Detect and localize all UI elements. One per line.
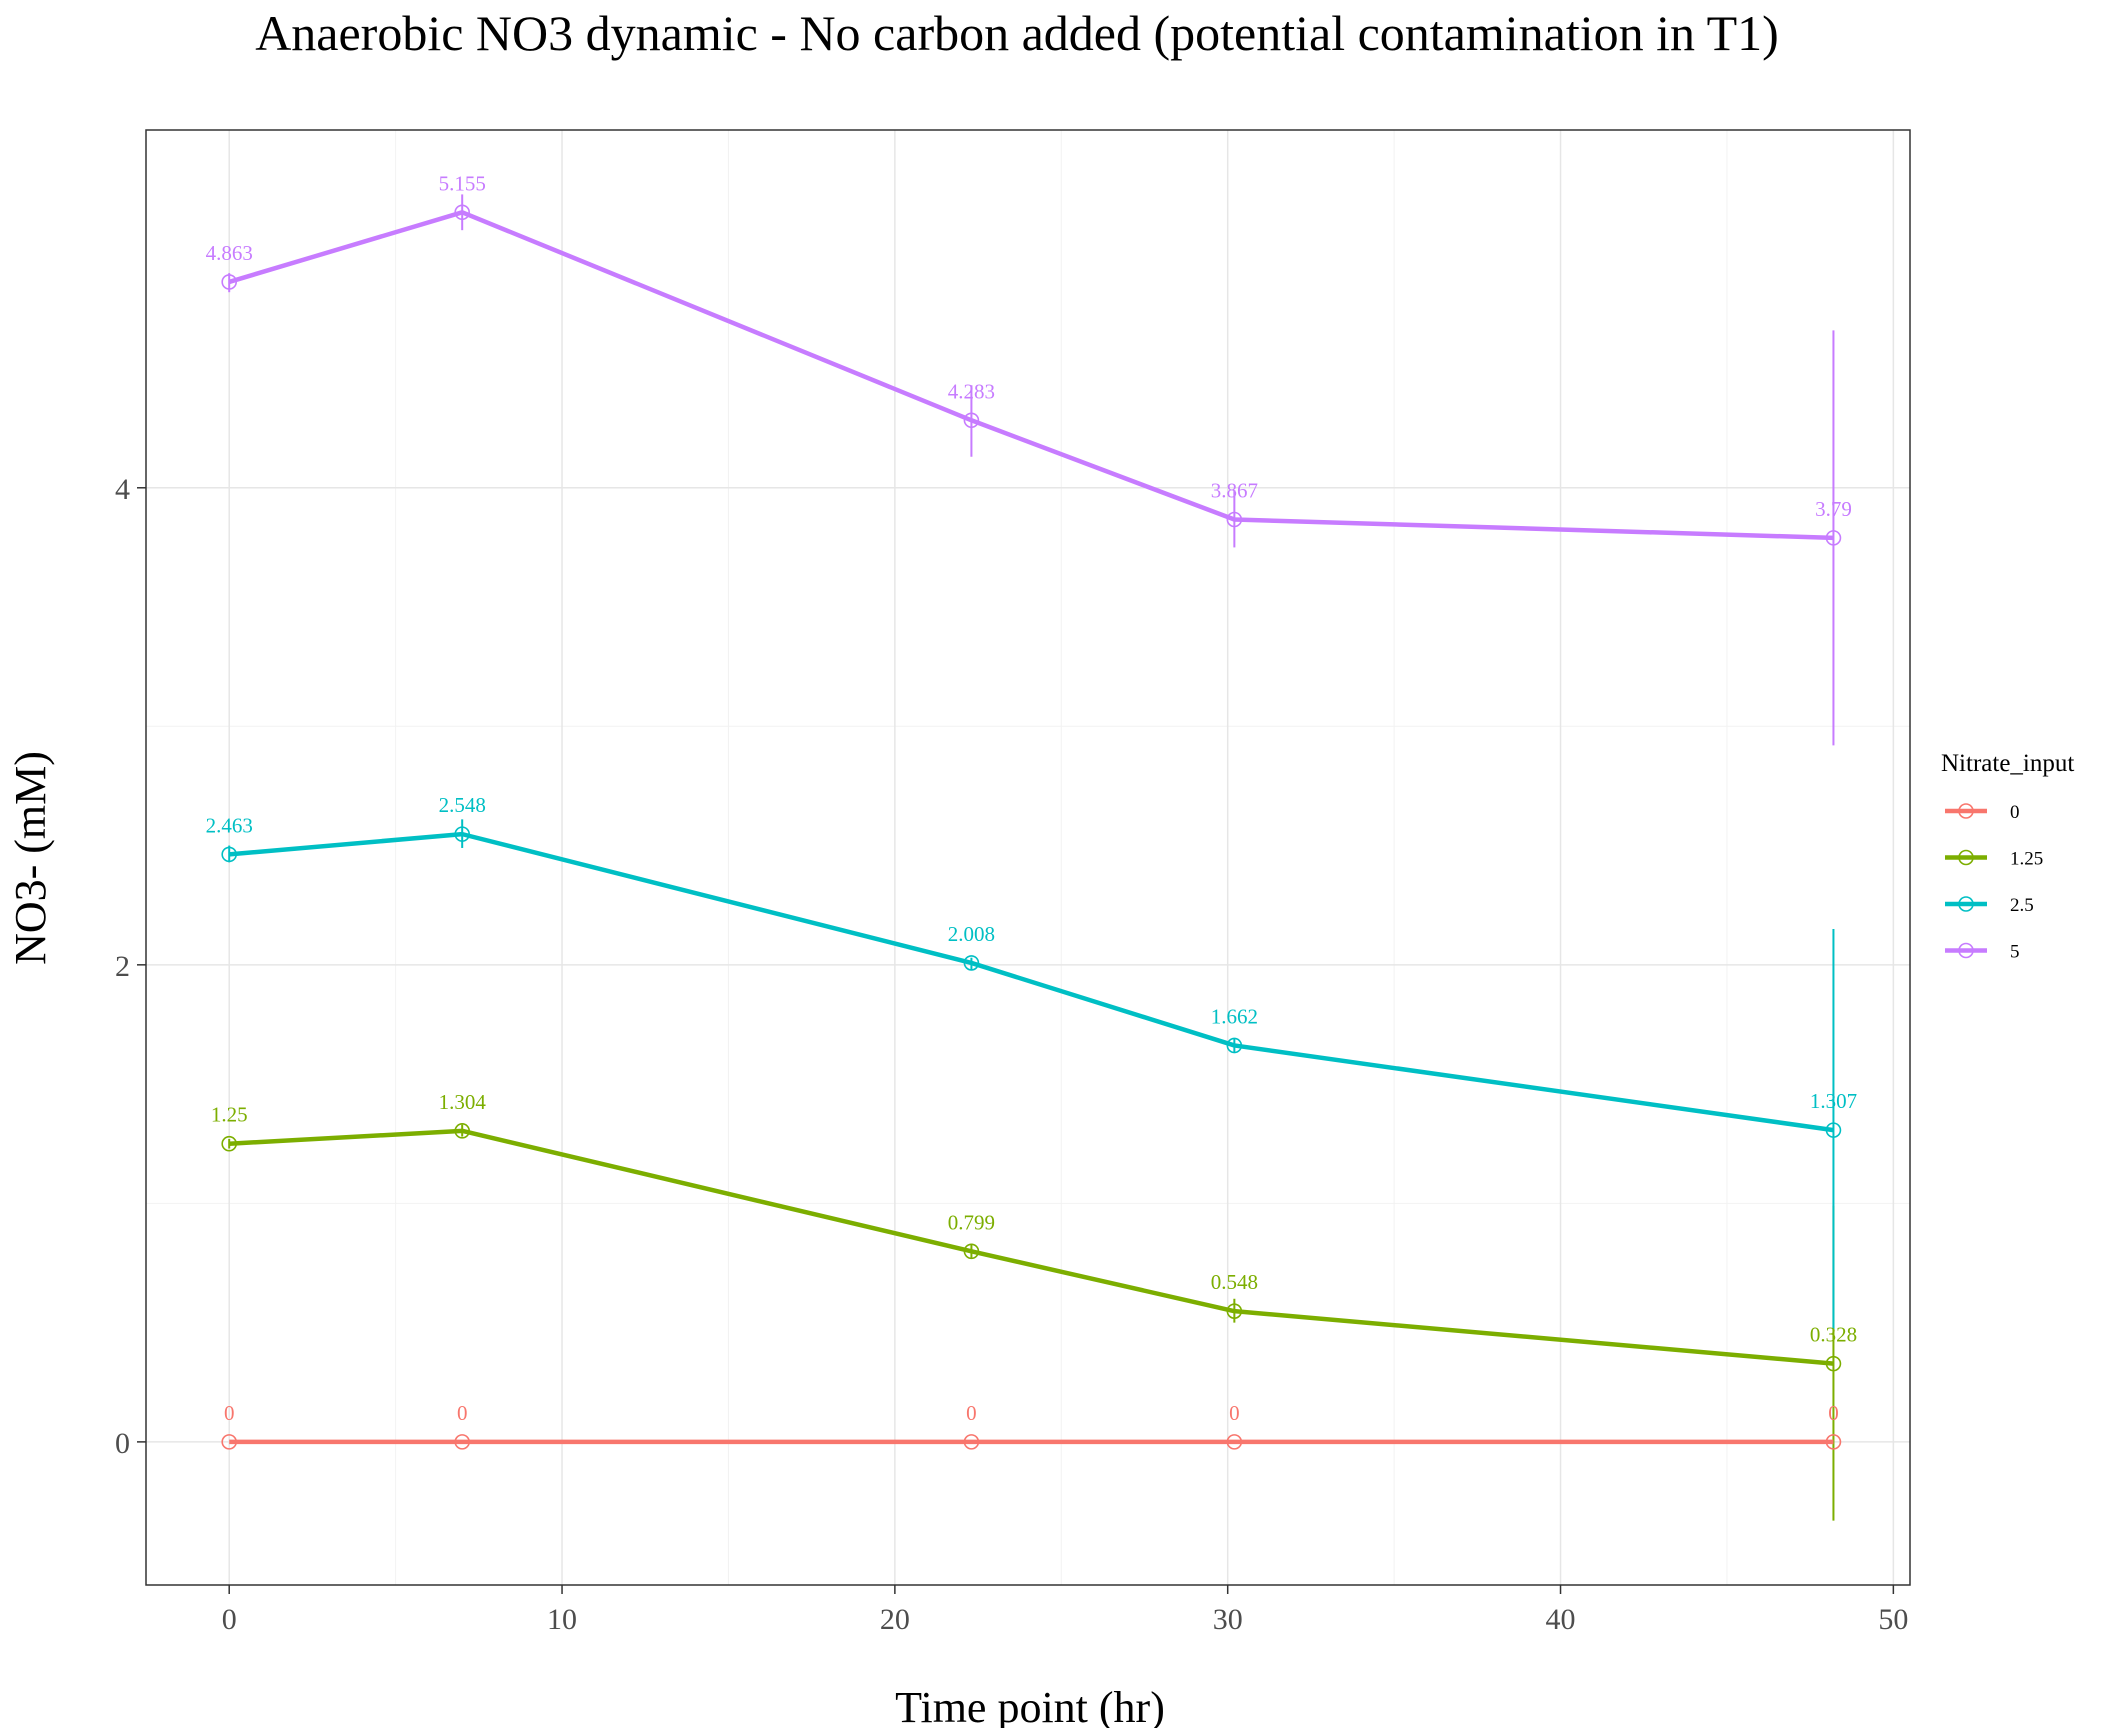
x-tick-label: 10 (547, 1603, 577, 1636)
data-label: 4.863 (206, 241, 253, 265)
data-label: 0.548 (1211, 1270, 1258, 1294)
data-point (1825, 530, 1842, 546)
data-label: 2.008 (948, 922, 995, 946)
data-point (963, 412, 980, 429)
data-label: 1.304 (439, 1090, 487, 1114)
y-tick-label: 0 (115, 1427, 130, 1460)
x-tick-label: 0 (222, 1603, 237, 1636)
data-label: 1.25 (211, 1103, 248, 1127)
x-tick-label: 50 (1878, 1603, 1908, 1636)
plot-border (145, 129, 1911, 1586)
legend-key-point (1958, 849, 1974, 866)
legend-label: 0 (2010, 802, 2020, 823)
data-label: 1.307 (1810, 1089, 1857, 1113)
legend-item: 2.5 (1945, 895, 2034, 916)
x-tick-label: 30 (1213, 1603, 1243, 1636)
data-point (454, 1434, 470, 1450)
y-axis-ticks: 0 2 4 (115, 473, 146, 1460)
data-label: 2.463 (206, 813, 253, 837)
data-label: 0 (457, 1401, 468, 1425)
data-label: 2.548 (439, 793, 486, 817)
legend-item: 0 (1945, 802, 2020, 823)
data-label: 3.867 (1211, 479, 1258, 503)
data-point (454, 826, 470, 842)
data-label: 0 (224, 1401, 235, 1425)
data-point (221, 274, 238, 290)
legend-item: 1.25 (1945, 849, 2043, 870)
x-tick-label: 40 (1546, 1603, 1576, 1636)
data-label: 0 (966, 1401, 977, 1425)
legend-title: Nitrate_input (1941, 750, 2074, 777)
legend: Nitrate_input 0 1.25 2.5 5 (1941, 750, 2074, 963)
data-point (1825, 1122, 1842, 1138)
y-tick-label: 4 (115, 473, 130, 506)
legend-label: 1.25 (2010, 849, 2043, 870)
data-point (454, 1123, 470, 1139)
data-point (1825, 1434, 1842, 1450)
legend-item: 5 (1945, 942, 2020, 963)
data-label: 5.155 (439, 171, 486, 195)
data-point (454, 204, 470, 221)
legend-label: 2.5 (2010, 895, 2034, 916)
series-line-1.25 (229, 1128, 1834, 1366)
data-point (1825, 1355, 1842, 1372)
y-tick-label: 2 (115, 950, 130, 983)
data-label: 3.79 (1815, 497, 1852, 521)
y-axis-title: NO3- (mM) (6, 751, 55, 965)
x-axis-title: Time point (hr) (895, 1683, 1165, 1728)
data-points (221, 204, 1842, 1450)
data-point (1226, 1434, 1243, 1450)
series-line-2.5 (229, 831, 1834, 1133)
data-label: 0 (1229, 1401, 1240, 1425)
data-point (221, 1434, 238, 1450)
data-label: 0.328 (1810, 1323, 1857, 1347)
data-point (963, 1434, 980, 1450)
data-point (963, 1243, 980, 1260)
plot-background (146, 130, 1910, 1585)
data-point (221, 846, 238, 863)
x-tick-label: 20 (880, 1603, 910, 1636)
data-labels: 0 0 0 0 0 1.25 1.304 0.799 0.548 0.328 2.463 2.548 2… (206, 171, 1857, 1425)
data-point (1226, 1303, 1243, 1319)
data-label: 1.662 (1211, 1004, 1258, 1028)
chart-title: Anaerobic NO3 dynamic - No carbon added … (255, 5, 1779, 61)
data-label: 0.799 (948, 1210, 995, 1234)
data-label: 4.283 (948, 379, 995, 403)
data-point (1226, 1037, 1243, 1054)
data-label: 0 (1828, 1401, 1839, 1425)
data-point (221, 1135, 238, 1152)
x-axis-ticks: 0 10 20 30 40 50 (222, 1585, 1908, 1636)
series-line-5 (228, 210, 1834, 541)
legend-key-point (1958, 942, 1974, 959)
data-point (963, 955, 980, 971)
legend-label: 5 (2010, 942, 2020, 963)
series-lines (228, 210, 1834, 1445)
data-point (1226, 511, 1243, 528)
legend-key-point (1958, 896, 1974, 912)
legend-key-point (1958, 803, 1974, 819)
